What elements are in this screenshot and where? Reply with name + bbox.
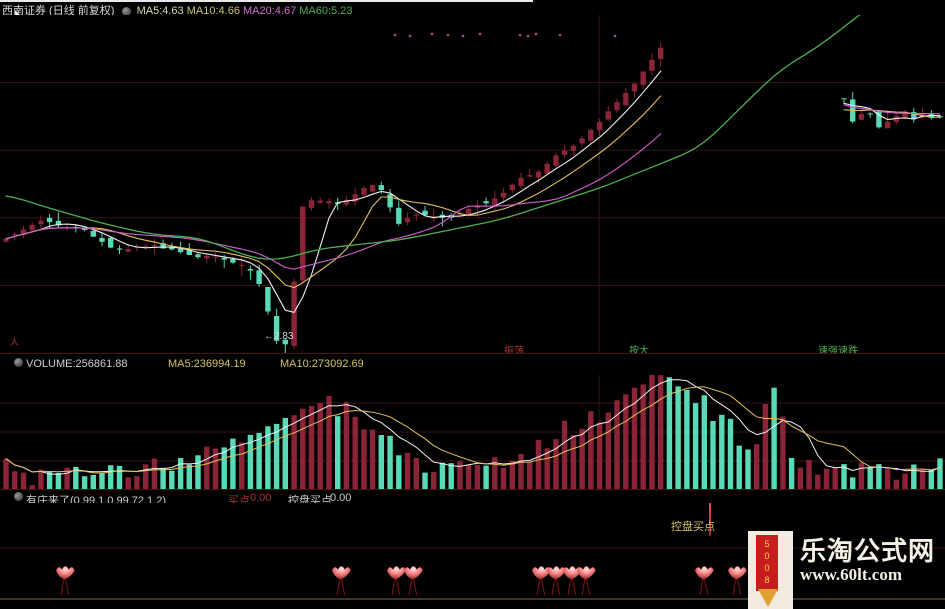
svg-text:5: 5	[764, 539, 769, 549]
svg-text:8: 8	[764, 575, 769, 585]
svg-text:0: 0	[764, 551, 769, 561]
svg-text:0: 0	[764, 563, 769, 573]
